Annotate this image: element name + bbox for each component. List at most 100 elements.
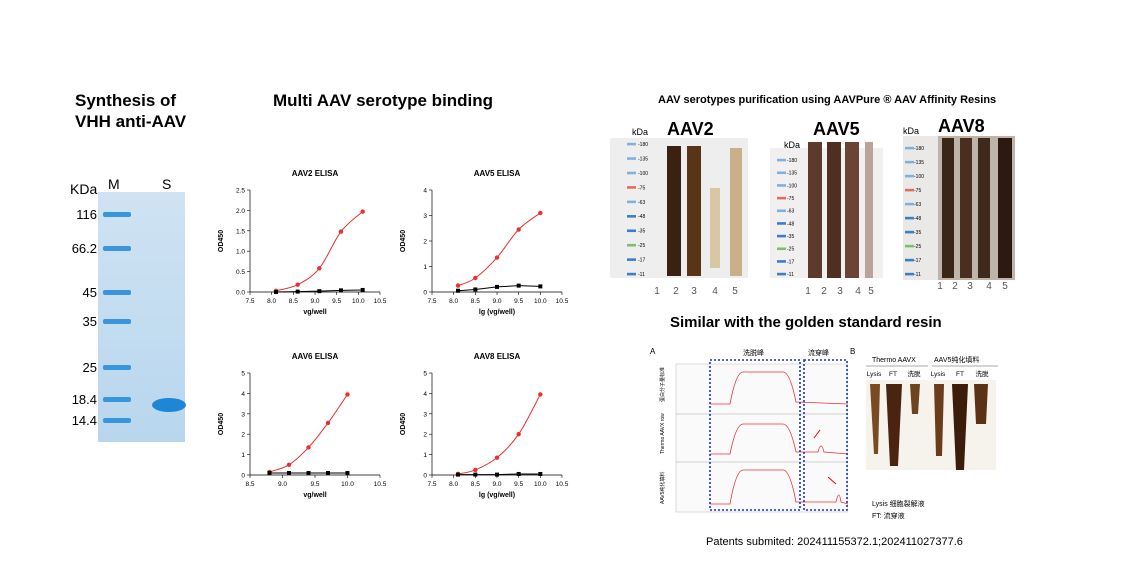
ladder-label: -35 [914,230,921,236]
aav2-elisa-chart: AAV2 ELISA 0.0 0.5 1.0 1.5 2.0 2.5 7.5 8.0 8.5 9.0… [218,169,387,316]
marker-label: 14.4 [72,413,97,428]
data-point-positive [538,210,543,216]
ladder-label: -100 [787,183,797,189]
gel-header-aav5: AAV5纯化填料 [934,355,979,364]
data-point-positive [455,283,461,288]
chart-title: AAV2 ELISA [292,169,339,178]
ladder-band [777,171,786,175]
x-tick-label: 10.5 [374,298,387,305]
x-tick-label: 10.5 [556,481,569,488]
x-tick-label: 10.0 [534,298,547,305]
chromatogram-panel: A 洗脱峰 流穿峰 蛋白分子量标准 Thermo AAVX row AAV5纯化… [650,347,848,513]
y-tick-label: 0.5 [236,269,245,276]
y-tick-label: 4 [423,188,427,195]
ladder-band [627,215,636,218]
ladder-label: -35 [787,234,794,240]
ladder-band [777,196,786,200]
ladder-band [905,188,914,192]
x-axis-label: lg (vg/well) [479,309,515,316]
comparison-lane-label: FT [956,371,964,378]
y-axis-label: OD450 [218,230,225,252]
row-label-3: AAV5纯化填料 [659,472,666,504]
ladder-band [777,260,786,263]
elution-peak-box [709,359,801,511]
data-point-positive [516,432,521,437]
gel-title-aav5: AAV5 [813,119,860,139]
ladder-band [627,229,636,233]
lane-number: 4 [855,286,861,297]
ladder-label: -17 [914,258,921,264]
ladder-label: -135 [914,160,924,166]
ladder-label: -63 [787,209,794,215]
marker-band [103,365,131,370]
ladder-band [627,171,636,175]
y-tick-label: 2 [423,239,427,246]
sample-band [152,398,186,412]
data-point-positive [538,392,543,397]
lane-number: 2 [952,281,958,292]
x-tick-label: 9.0 [310,298,319,305]
x-tick-label: 8.0 [267,298,276,305]
data-point-control [473,472,478,477]
sds-page-gel: KDa M S 116 66.2 45 35 25 18.4 14.4 [70,176,186,442]
ladder-label: -25 [787,247,794,253]
ladder-label: -11 [914,272,921,278]
ladder-label: -75 [638,185,645,191]
y-tick-label: 1 [423,452,427,459]
data-point-positive [494,255,500,260]
marker-band [103,418,131,423]
data-point-control [495,472,499,477]
lane-label-m: M [108,176,120,192]
data-point-positive [345,392,350,397]
data-point-control [495,284,499,289]
ladder-label: -180 [787,158,797,164]
panel-b-label: B [850,347,855,356]
legend-ft: FT: 流穿液 [872,511,905,520]
x-tick-label: 10.5 [374,481,387,488]
lane-number: 5 [868,286,874,297]
ladder-label: -135 [787,171,797,177]
data-point-positive [295,282,300,287]
y-tick-label: 3 [423,213,427,220]
y-tick-label: 1 [423,264,427,271]
ladder-band [627,157,636,160]
ladder-band [777,184,786,187]
lane-number: 3 [691,286,697,297]
x-tick-label: 9.0 [492,298,501,305]
lane-number: 1 [654,286,660,297]
kda-label: KDa [70,181,97,197]
data-point-control [317,289,322,294]
series-line-control [458,473,541,476]
chart-title: AAV8 ELISA [474,352,521,361]
data-point-positive [338,229,344,234]
comparison-lane-label: FT [889,371,897,378]
x-tick-label: 10.0 [352,298,365,305]
data-point-control [295,289,300,294]
x-tick-label: 7.5 [427,298,436,305]
data-point-positive [306,445,311,450]
marker-band [103,212,131,217]
x-tick-label: 9.0 [278,481,287,488]
ladder-band [905,272,914,276]
ladder-band [777,158,786,162]
marker-labels: 116 66.2 45 35 25 18.4 14.4 [72,207,97,428]
series-line-positive [275,211,364,292]
binding-title: Multi AAV serotype binding [273,91,494,110]
y-tick-label: 1 [241,452,245,459]
x-tick-label: 7.5 [427,481,436,488]
ladder-label: -63 [638,200,645,206]
ladder-band [627,243,636,247]
y-tick-label: 2.0 [236,208,245,215]
aav2-purification-gel: kDa AAV2 -180 -135 -100 -75 -63 -48 -35 -25 -17 -… [610,119,748,297]
y-tick-label: 4 [423,391,427,398]
lane-label-s: S [162,176,171,192]
ladder-band [905,174,914,178]
ladder-label: -25 [914,244,921,250]
data-point-positive [286,462,292,467]
series-line-positive [457,212,541,287]
x-tick-label: 9.5 [514,298,523,305]
row-label-1: 蛋白分子量标准 [659,367,666,402]
y-tick-label: 0 [423,473,427,480]
y-tick-label: 0.0 [236,290,245,297]
kda-label: kDa [632,127,648,137]
